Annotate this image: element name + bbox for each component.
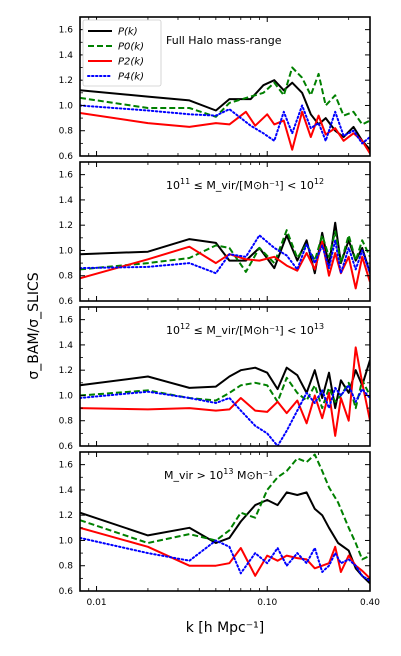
panel-4-frame <box>79 451 371 592</box>
panel-3-series-P2(k) <box>80 346 370 437</box>
y-tick-label: 0.6 <box>59 152 74 162</box>
panel-3: 0.6 0.8 1.0 1.2 1.4 1.6 1012 ≤ M_vir/[M⊙h⁻¹] <… <box>59 306 371 452</box>
y-tick-label: 1.2 <box>59 221 73 231</box>
panel-4: 0.6 0.8 1.0 1.2 1.4 1.6 M_vir > 1013 M⊙h⁻¹ 0.01… <box>59 451 380 608</box>
panel-1-series-P2(k) <box>80 110 370 155</box>
y-tick-label: 0.6 <box>59 297 74 307</box>
legend-label: P4(k) <box>118 72 144 83</box>
panel-1-series-P0(k) <box>80 66 370 126</box>
x-tick-label: 0.10 <box>257 598 277 608</box>
legend-label: P0(k) <box>118 42 144 53</box>
legend-label: P2(k) <box>118 57 144 68</box>
legend-label: P(k) <box>118 27 138 38</box>
y-axis-label: σ_BAM/σ_SLICS <box>26 272 42 379</box>
panel-4-series-P0(k) <box>80 453 370 561</box>
panel-2: 0.6 0.8 1.0 1.2 1.4 1.6 1011 ≤ M_vir/[M⊙h⁻¹] <… <box>59 161 371 307</box>
y-tick-label: 1.6 <box>59 316 74 326</box>
y-tick-label: 1.4 <box>59 341 74 351</box>
y-tick-label: 1.2 <box>59 511 73 521</box>
panel-4-series-P(k) <box>80 491 370 585</box>
y-tick-label: 1.0 <box>59 536 74 546</box>
panel-1-series-P(k) <box>80 79 370 151</box>
panel-2-series-P(k) <box>80 221 370 275</box>
panel-annotation: 1011 ≤ M_vir/[M⊙h⁻¹] < 1012 <box>166 177 324 192</box>
panel-3-frame <box>79 306 371 447</box>
y-tick-label: 0.8 <box>59 272 74 282</box>
y-tick-label: 1.6 <box>59 171 74 181</box>
y-tick-label: 1.0 <box>59 246 74 256</box>
y-tick-label: 1.2 <box>59 366 73 376</box>
y-tick-label: 0.8 <box>59 417 74 427</box>
panel-3-series-P0(k) <box>80 376 370 410</box>
panel-4-series-P4(k) <box>80 536 370 582</box>
panel-1-series-P4(k) <box>80 104 370 145</box>
y-tick-label: 1.0 <box>59 391 74 401</box>
y-tick-label: 1.4 <box>59 51 74 61</box>
panel-2-series-P2(k) <box>80 240 370 290</box>
legend-box <box>82 19 162 87</box>
panel-2-series-P4(k) <box>80 234 370 275</box>
x-axis-label: k [h Mpc⁻¹] <box>186 620 264 636</box>
panel-1: 0.6 0.8 1.0 1.2 1.4 1.6 Full Halo mass-range P(… <box>59 16 371 162</box>
y-tick-label: 1.4 <box>59 486 74 496</box>
x-tick-label: 0.40 <box>360 598 380 608</box>
panel-3-series-P4(k) <box>80 384 370 446</box>
panel-1-frame <box>79 16 371 157</box>
legend: P(k) P0(k) P2(k) P4(k) <box>82 19 162 87</box>
panel-annotation: Full Halo mass-range <box>166 34 282 47</box>
y-tick-label: 0.6 <box>59 442 74 452</box>
y-tick-label: 1.6 <box>59 26 74 36</box>
y-tick-label: 1.4 <box>59 196 74 206</box>
y-tick-label: 1.2 <box>59 76 73 86</box>
y-tick-label: 1.6 <box>59 461 74 471</box>
panel-annotation: 1012 ≤ M_vir/[M⊙h⁻¹] < 1013 <box>166 322 324 337</box>
y-tick-label: 1.0 <box>59 101 74 111</box>
panel-2-series-P0(k) <box>80 229 370 273</box>
y-tick-label: 0.6 <box>59 587 74 597</box>
y-tick-label: 0.8 <box>59 127 74 137</box>
x-tick-label: 0.01 <box>87 598 107 608</box>
panel-annotation: M_vir > 1013 M⊙h⁻¹ <box>164 467 273 482</box>
panel-2-frame <box>79 161 371 302</box>
y-tick-label: 0.8 <box>59 562 74 572</box>
